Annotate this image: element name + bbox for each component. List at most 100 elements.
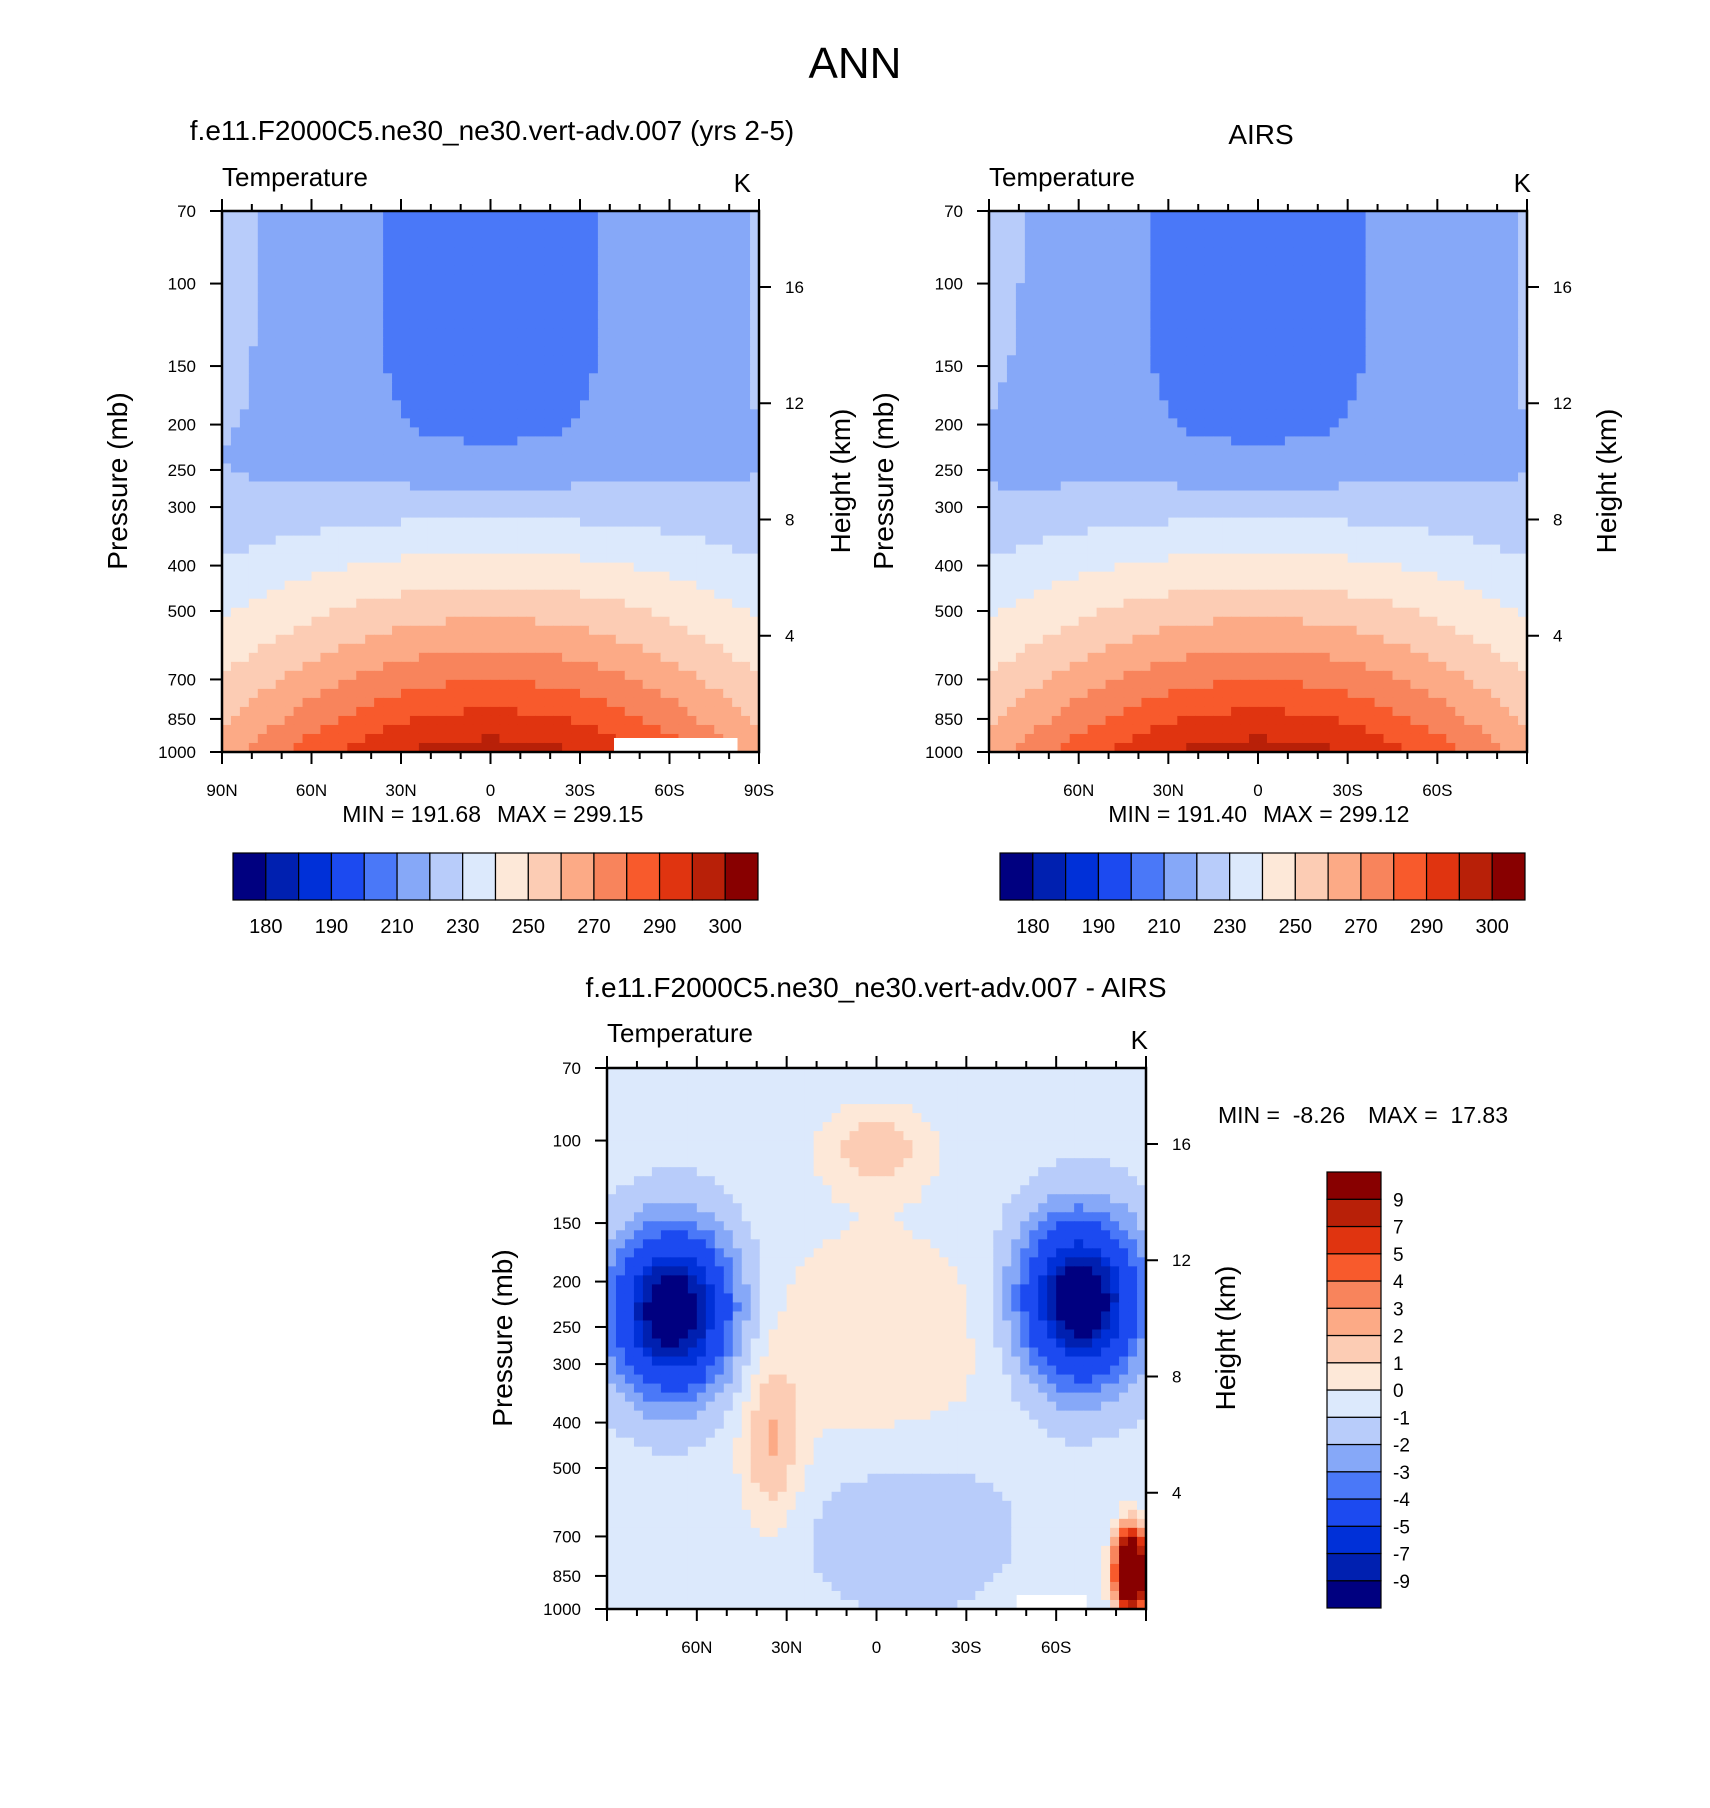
contour-cell <box>490 400 501 410</box>
contour-cell <box>696 661 706 672</box>
contour-cell <box>660 274 671 284</box>
contour-cell <box>1258 247 1268 257</box>
contour-cell <box>302 400 313 410</box>
contour-cell <box>705 382 715 392</box>
contour-cell <box>284 499 295 510</box>
contour-cell <box>383 724 393 735</box>
contour-cell <box>356 310 366 320</box>
contour-cell <box>1033 211 1044 221</box>
contour-cell <box>1105 346 1116 356</box>
contour-cell <box>714 661 724 672</box>
contour-cell <box>1275 283 1286 293</box>
contour-cell <box>580 544 590 555</box>
contour-cell <box>230 481 241 492</box>
contour-cell <box>1240 319 1250 329</box>
contour-cell <box>311 328 322 338</box>
contour-cell <box>750 598 760 609</box>
contour-cell <box>445 211 456 221</box>
contour-cell <box>499 256 509 266</box>
contour-cell <box>499 220 509 230</box>
contour-cell <box>508 706 518 717</box>
contour-cell <box>1329 337 1340 347</box>
contour-cell <box>1455 319 1465 329</box>
contour-cell <box>427 715 438 726</box>
contour-cell <box>1428 301 1438 311</box>
contour-cell <box>1455 229 1465 239</box>
contour-cell <box>454 301 465 311</box>
contour-cell <box>481 544 492 555</box>
contour-cell <box>329 274 339 284</box>
contour-cell <box>445 337 456 347</box>
contour-cell <box>392 580 402 591</box>
contour-cell <box>678 436 688 447</box>
contour-cell <box>418 319 429 329</box>
contour-cell <box>1168 211 1178 221</box>
contour-cell <box>320 373 330 383</box>
contour-cell <box>365 256 375 266</box>
contour-cell <box>1437 274 1447 284</box>
contour-cell <box>669 211 680 221</box>
contour-cell <box>651 553 662 564</box>
contour-cell <box>1302 310 1313 320</box>
contour-cell <box>401 571 411 582</box>
contour-cell <box>329 328 339 338</box>
contour-cell <box>392 292 402 302</box>
contour-cell <box>526 697 536 708</box>
contour-cell <box>222 445 232 456</box>
contour-cell <box>320 445 330 456</box>
contour-cell <box>508 211 518 221</box>
contour-cell <box>383 526 393 537</box>
contour-cell <box>1338 283 1349 293</box>
contour-cell <box>624 625 635 636</box>
contour-cell <box>687 409 697 419</box>
contour-cell <box>284 562 295 573</box>
contour-cell <box>606 688 617 699</box>
contour-cell <box>597 427 608 438</box>
contour-cell <box>427 427 438 438</box>
contour-cell <box>490 220 501 230</box>
contour-cell <box>427 580 438 591</box>
contour-cell <box>1105 265 1116 275</box>
contour-cell <box>445 301 456 311</box>
contour-cell <box>660 661 671 672</box>
contour-cell <box>463 643 474 654</box>
contour-cell <box>535 400 545 410</box>
contour-cell <box>526 301 536 311</box>
contour-cell <box>499 580 509 591</box>
contour-cell <box>392 274 402 284</box>
contour-cell <box>1240 328 1250 338</box>
contour-cell <box>1024 337 1035 347</box>
contour-cell <box>454 706 465 717</box>
contour-cell <box>1329 256 1340 266</box>
contour-cell <box>320 616 330 627</box>
contour-cell <box>338 445 348 456</box>
colorbar-box <box>232 852 267 901</box>
contour-cell <box>490 319 501 329</box>
contour-cell <box>338 283 348 293</box>
contour-cell <box>436 229 447 239</box>
contour-cell <box>239 238 250 248</box>
contour-cell <box>642 337 653 347</box>
contour-cell <box>696 265 706 275</box>
contour-cell <box>1491 256 1501 266</box>
contour-cell <box>517 589 527 600</box>
contour-cell <box>678 247 688 257</box>
contour-cell <box>418 652 429 663</box>
contour-cell <box>1168 301 1178 311</box>
contour-cell <box>1473 346 1483 356</box>
contour-cell <box>1347 373 1358 383</box>
contour-cell <box>1482 346 1492 356</box>
contour-cell <box>383 481 393 492</box>
contour-cell <box>732 634 742 645</box>
contour-cell <box>347 589 357 600</box>
contour-cell <box>517 670 527 681</box>
contour-cell <box>284 220 295 230</box>
contour-cell <box>606 571 617 582</box>
contour-cell <box>499 553 509 564</box>
contour-cell <box>257 544 268 555</box>
contour-cell <box>293 211 304 221</box>
contour-cell <box>222 454 232 465</box>
contour-cell <box>1240 391 1250 401</box>
contour-cell <box>338 580 348 591</box>
contour-cell <box>338 706 348 717</box>
